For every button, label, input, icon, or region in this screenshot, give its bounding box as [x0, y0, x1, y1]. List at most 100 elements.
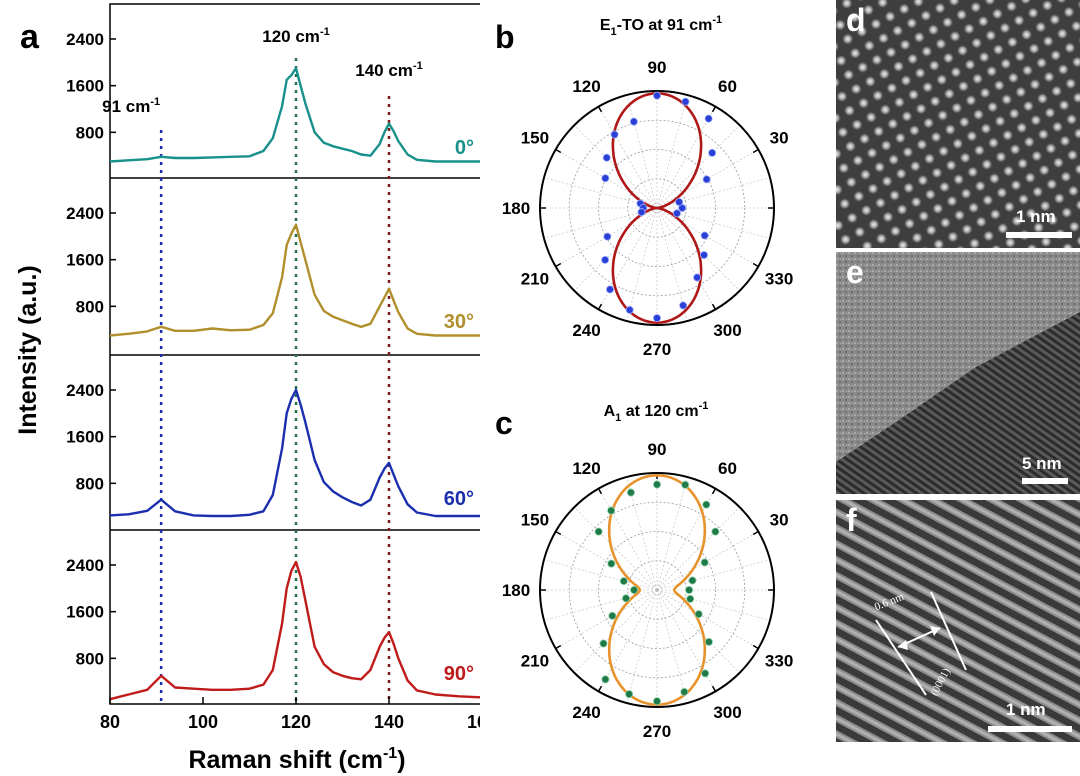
polar-data-point: [630, 585, 639, 594]
polar-grid-circle: [598, 149, 716, 267]
scale-bar-e: [1022, 478, 1068, 484]
polar-tick: [597, 488, 603, 495]
polar-tick: [752, 530, 759, 536]
polar-grid-spoke: [543, 177, 658, 209]
x-tick-label: 100: [188, 712, 218, 732]
polar-data-point: [607, 559, 616, 568]
polar-grid-spoke: [656, 531, 759, 591]
polar-data-point: [681, 97, 690, 106]
polar-grid-spoke: [598, 589, 658, 692]
polar-data-point: [700, 558, 709, 567]
polar-tick: [711, 106, 717, 113]
polar-data-point: [607, 506, 616, 515]
panel-letter-d: d: [846, 2, 866, 38]
y-tick-label: 1600: [66, 603, 104, 622]
polar-fit-curve: [611, 91, 703, 325]
polar-data-point: [603, 232, 612, 241]
polar-grid-spoke: [656, 207, 759, 267]
peak-marker-label: 140 cm-1: [355, 60, 422, 80]
tem-image-f: f 0.6 nm (0001) 1 nm: [836, 500, 1080, 742]
polar-grid-spoke: [656, 589, 688, 704]
y-tick-label: 2400: [66, 30, 104, 49]
polar-data-point: [599, 639, 608, 648]
polar-angle-label: 210: [521, 270, 549, 289]
scale-bar-label-e: 5 nm: [1022, 454, 1062, 473]
spectrum-line: [109, 560, 480, 701]
polar-angle-label: 60: [718, 77, 737, 96]
polar-tick: [597, 685, 603, 692]
polar-data-point: [708, 148, 717, 157]
y-axis-label: Intensity (a.u.): [14, 265, 42, 434]
polar-tick: [752, 148, 759, 154]
y-tick-label: 1600: [66, 77, 104, 96]
polar-grid-spoke: [656, 589, 759, 649]
y-tick-label: 1600: [66, 428, 104, 447]
scale-bar-f: [988, 726, 1072, 732]
polar-data-point: [694, 610, 703, 619]
polar-data-point: [652, 697, 661, 706]
panel-letter-c: c: [495, 405, 513, 441]
polar-tick: [711, 488, 717, 495]
polar-data-point: [680, 687, 689, 696]
polar-grid-spoke: [543, 589, 658, 621]
scale-bar-d: [1006, 232, 1072, 238]
polar-data-point: [711, 527, 720, 536]
polar-angle-label: 30: [770, 129, 789, 148]
polar-tick: [711, 685, 717, 692]
panel-letter-f: f: [846, 502, 857, 538]
polar-grid-spoke: [656, 589, 771, 621]
polar-data-point: [594, 527, 603, 536]
y-tick-label: 800: [76, 474, 104, 493]
polar-grid-spoke: [626, 207, 658, 322]
polar-grid-spoke: [656, 177, 771, 209]
polar-data-point: [601, 675, 610, 684]
polar-data-point: [672, 209, 681, 218]
polar-grid-spoke: [656, 149, 759, 209]
polar-tick: [597, 106, 603, 113]
polar-tick: [555, 148, 562, 154]
polar-tick: [597, 303, 603, 310]
polar-angle-label: 210: [521, 652, 549, 671]
polar-data-point: [619, 577, 628, 586]
polar-grid-spoke: [574, 589, 658, 673]
polar-data-point: [621, 594, 630, 603]
polar-angle-label: 240: [572, 703, 600, 722]
polar-grid-spoke: [656, 507, 740, 591]
polar-data-point: [704, 114, 713, 123]
polar-data-point: [629, 117, 638, 126]
polar-grid-spoke: [598, 488, 658, 591]
polar-grid-spoke: [656, 476, 688, 591]
polar-data-point: [601, 255, 610, 264]
polar-angle-label: 300: [713, 321, 741, 340]
panel-letter-e: e: [846, 254, 864, 290]
polar-chart-a1: c A1 at 120 cm-1 03060901201501802102402…: [495, 400, 793, 741]
polar-data-point: [626, 488, 635, 497]
polar-grid-spoke: [656, 125, 740, 209]
y-tick-label: 800: [76, 649, 104, 668]
polar-c-title: A1 at 120 cm-1: [604, 400, 709, 424]
polar-data-point: [605, 285, 614, 294]
polar-grid-spoke: [555, 207, 658, 267]
interface-image-e: [836, 252, 1080, 494]
y-tick-label: 2400: [66, 381, 104, 400]
polar-angle-label: 180: [502, 199, 530, 218]
spectrum-line: [109, 223, 480, 337]
polar-tick: [555, 530, 562, 536]
polar-data-point: [608, 611, 617, 620]
y-tick-label: 1600: [66, 251, 104, 270]
polar-b-title: E1-TO at 91 cm-1: [600, 14, 722, 38]
x-axis-label: Raman shift (cm-1): [188, 745, 405, 774]
polar-angle-label: 150: [521, 511, 549, 530]
peak-marker-label: 91 cm-1: [102, 96, 160, 116]
polar-data-point: [679, 301, 688, 310]
polar-angle-label: 90: [648, 58, 667, 77]
polar-data-point: [625, 690, 634, 699]
polar-data-point: [602, 153, 611, 162]
polar-grid-spoke: [656, 106, 716, 209]
scale-bar-label-f: 1 nm: [1006, 700, 1046, 719]
x-tick-label: 140: [374, 712, 404, 732]
polar-grid-spoke: [543, 559, 658, 591]
polar-data-point: [625, 305, 634, 314]
y-tick-label: 800: [76, 123, 104, 142]
polar-data-point: [637, 208, 646, 217]
